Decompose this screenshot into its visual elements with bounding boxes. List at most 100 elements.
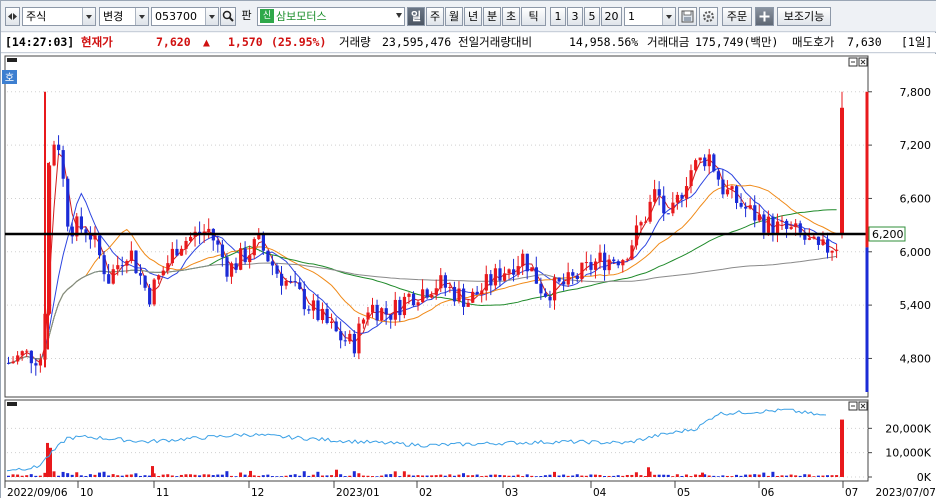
chart-period-label: [1일] — [901, 35, 933, 49]
interval-20-button[interactable]: 20 — [601, 7, 622, 26]
volume-bar — [116, 475, 120, 477]
volume-bar — [179, 474, 183, 477]
volume-bar — [744, 474, 748, 477]
volume-bar — [7, 475, 10, 477]
candle-body — [402, 296, 407, 316]
interval-input[interactable]: 1 — [624, 7, 676, 26]
stock-chart-canvas[interactable]: 호 7,800 7,200 6,600 6,000 5,400 4,800 6,200 2… — [1, 54, 936, 498]
change-select[interactable]: 변경 — [99, 7, 149, 26]
quote-info-bar: [14:27:03] 현재가 7,620 ▲ 1,570 (25.95%) 거래… — [1, 33, 936, 53]
volume-bar — [534, 476, 538, 477]
volume-bar — [249, 470, 252, 477]
candle-body — [534, 267, 538, 284]
candle-body — [252, 239, 256, 256]
period-second-button[interactable]: 초 — [502, 7, 520, 26]
trade-amount-value: 175,749(백만) — [695, 35, 779, 49]
candle-body — [625, 259, 629, 261]
add-button[interactable] — [755, 7, 774, 26]
volume-tick-label: 20,000K — [885, 422, 931, 435]
candle-body — [157, 275, 161, 280]
candle-body — [493, 268, 498, 286]
volume-bar — [593, 474, 597, 477]
volume-bar — [148, 475, 152, 477]
candle-body — [261, 234, 265, 251]
period-day-button[interactable]: 일 — [407, 7, 425, 26]
volume-bar — [120, 475, 124, 477]
volume-bar — [807, 474, 811, 477]
candle-body — [348, 333, 352, 342]
market-select[interactable]: 주식 — [22, 7, 96, 26]
volume-bar — [657, 474, 661, 477]
candle-body — [16, 355, 20, 362]
candle-body — [812, 236, 816, 239]
candle-body — [807, 238, 811, 240]
volume-bar — [434, 475, 438, 477]
stock-chart[interactable]: 호 7,800 7,200 6,600 6,000 5,400 4,800 6,200 2… — [1, 54, 936, 498]
volume-bar — [66, 473, 70, 477]
candle-body — [407, 293, 411, 297]
moving-average-line — [8, 184, 837, 364]
candle-body — [225, 257, 229, 277]
volume-bar — [34, 475, 38, 477]
pan-label[interactable]: 판 — [241, 9, 252, 22]
candle-body — [375, 304, 379, 321]
volume-bar — [311, 474, 315, 477]
volume-bar — [562, 474, 566, 477]
period-minute-button[interactable]: 분 — [483, 7, 501, 26]
candle-body — [61, 150, 65, 179]
volume-bar — [243, 474, 247, 477]
candle-body — [220, 244, 225, 258]
volume-bar — [598, 474, 602, 477]
volume-bar — [675, 474, 679, 477]
bid-ask-tag[interactable] — [2, 70, 17, 84]
period-month-button[interactable]: 월 — [445, 7, 463, 26]
volume-bar — [380, 475, 384, 477]
candle-body — [175, 248, 179, 256]
volume-bar — [530, 475, 534, 477]
period-year-button[interactable]: 년 — [464, 7, 482, 26]
volume-bar — [84, 475, 88, 477]
search-button[interactable] — [220, 7, 236, 26]
stock-name-field[interactable]: 신 삼보모터스 — [257, 7, 405, 26]
interval-1-button[interactable]: 1 — [550, 7, 566, 26]
settings-button[interactable] — [699, 7, 718, 26]
candle-body — [234, 263, 238, 270]
candle-body — [507, 269, 511, 274]
volume-bar — [644, 475, 647, 477]
prev-volume-ratio-label: 전일거래량대비 — [458, 35, 533, 49]
candle-body — [380, 308, 384, 321]
volume-bar — [407, 474, 411, 477]
candle-body — [275, 265, 279, 274]
stock-code-input[interactable]: 053700 — [151, 7, 219, 26]
prev-volume-ratio-value: 14,958.56% — [569, 35, 639, 49]
volume-bar — [316, 471, 320, 477]
candle-body — [480, 290, 484, 295]
period-week-button[interactable]: 주 — [426, 7, 444, 26]
candle-body — [29, 350, 33, 364]
candle-body — [88, 234, 93, 240]
aux-function-button[interactable]: 보조기능 — [777, 7, 831, 26]
candle-body — [826, 239, 830, 253]
volume-bar — [151, 466, 154, 477]
chevron-down-icon — [205, 8, 218, 25]
candle-body — [443, 275, 447, 288]
volume-value: 23,595,476 — [382, 35, 452, 49]
volume-bar — [443, 475, 447, 477]
period-tick-button[interactable]: 틱 — [521, 7, 546, 26]
interval-3-button[interactable]: 3 — [567, 7, 583, 26]
candle-body — [648, 201, 652, 222]
save-button[interactable] — [678, 7, 697, 26]
candle-body — [502, 273, 507, 281]
volume-bar — [49, 447, 52, 477]
volume-bar — [170, 475, 174, 477]
candle-body — [38, 359, 43, 366]
candle-body — [371, 304, 375, 313]
candle-body — [707, 154, 711, 167]
order-button[interactable]: 주문 — [722, 7, 752, 26]
interval-value: 1 — [628, 10, 635, 23]
prev-next-arrows[interactable] — [5, 7, 20, 26]
volume-bar — [621, 475, 625, 477]
volume-bar — [216, 474, 220, 477]
volume-bar — [493, 474, 497, 477]
interval-5-button[interactable]: 5 — [584, 7, 600, 26]
